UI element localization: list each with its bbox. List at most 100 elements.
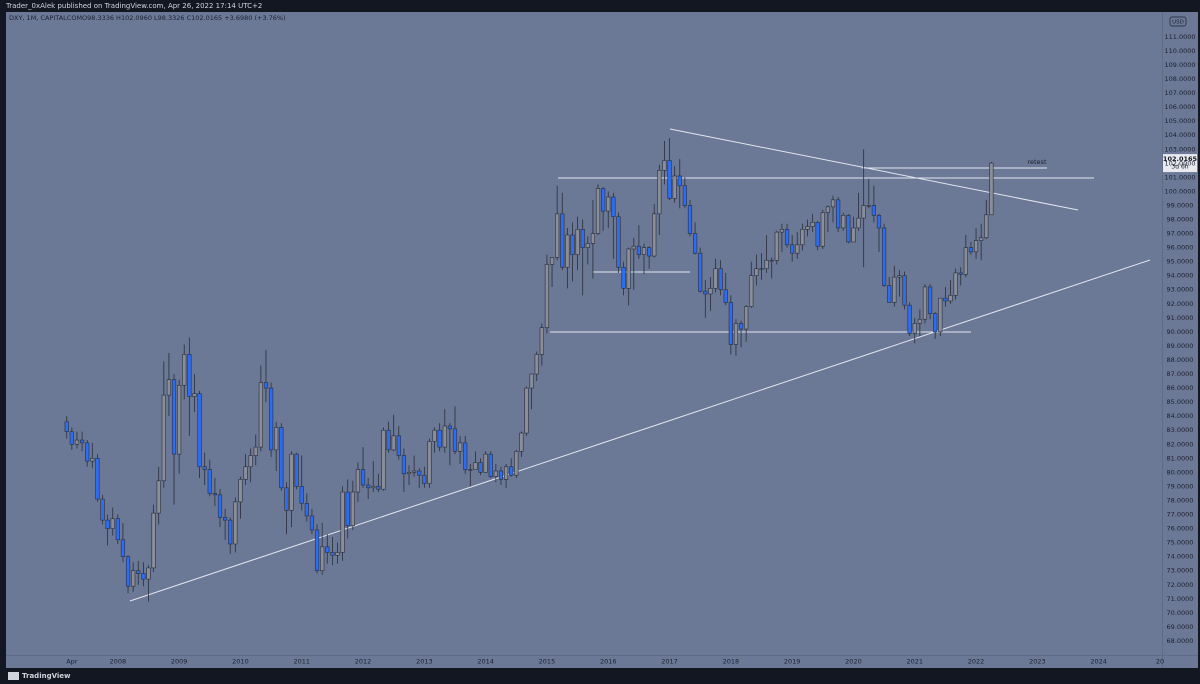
y-tick-label: 105.0000 (1164, 117, 1195, 125)
y-tick-label: 89.0000 (1167, 342, 1194, 350)
candle-body (728, 302, 733, 345)
x-tick-label: 2012 (355, 658, 372, 666)
x-tick-label: 2009 (171, 658, 188, 666)
y-tick-label: 102.0000 (1164, 159, 1195, 167)
candle-body (483, 453, 488, 473)
candle-body (253, 446, 258, 456)
candle-body (105, 519, 110, 529)
x-tick-label: 2022 (968, 658, 985, 666)
candle-body (580, 229, 585, 248)
candle-body (74, 439, 80, 445)
candle-body (575, 229, 580, 255)
candle-body (325, 546, 330, 553)
candle-body (861, 205, 866, 219)
x-tick-label: 2011 (293, 658, 310, 666)
candle-body (774, 231, 779, 261)
y-tick-label: 97.0000 (1167, 230, 1194, 238)
candle-body (764, 259, 769, 269)
candle-body (718, 268, 723, 291)
candle-body (284, 487, 289, 511)
y-tick-label: 100.0000 (1164, 187, 1195, 195)
candle-body (866, 205, 871, 207)
candle-body (570, 234, 575, 255)
candle-body (279, 427, 284, 489)
candle-body (447, 425, 452, 430)
candle-body (524, 387, 529, 434)
candle-body (851, 227, 856, 243)
y-tick-label: 74.0000 (1167, 553, 1194, 561)
candle-body (989, 162, 994, 216)
candle-body (243, 466, 248, 480)
candle-body (754, 268, 759, 277)
candle-body (703, 290, 708, 295)
candle-body (544, 264, 550, 328)
candle-body (784, 229, 790, 246)
price-label: 102.0165 (1163, 155, 1198, 163)
candle-body (984, 214, 989, 239)
candle-body (979, 237, 984, 241)
candle-body (335, 552, 340, 556)
candle-body (161, 394, 166, 482)
candle-body (493, 470, 498, 477)
y-tick-label: 84.0000 (1167, 412, 1194, 420)
candle-body (131, 570, 136, 587)
candle-body (304, 502, 309, 517)
candle-body (197, 393, 202, 468)
candle-body (442, 425, 447, 448)
y-tick-label: 71.0000 (1167, 595, 1194, 603)
candle-body (657, 170, 662, 215)
candle-body (376, 486, 381, 490)
candle-body (779, 229, 785, 233)
candle-body (636, 245, 641, 255)
candle-body (677, 175, 682, 187)
y-tick-label: 92.0000 (1167, 300, 1194, 308)
candle-body (478, 462, 483, 473)
candle-body (810, 222, 815, 227)
drawings (129, 128, 1151, 602)
candle-body (289, 453, 294, 511)
logo (8, 672, 19, 680)
y-tick-label: 94.0000 (1167, 272, 1194, 280)
candle-body (692, 233, 698, 254)
y-tick-label: 76.0000 (1167, 525, 1194, 533)
candle-body (156, 480, 161, 514)
candle-body (69, 431, 74, 445)
candle-body (406, 472, 412, 475)
candle-body (662, 160, 667, 171)
candle-body (314, 529, 320, 572)
y-tick-label: 110.0000 (1164, 47, 1195, 55)
candle-body (667, 160, 672, 199)
candle-body (248, 455, 253, 468)
candle-body (534, 354, 539, 375)
x-tick-label: 2023 (1029, 658, 1046, 666)
candle-body (274, 427, 279, 451)
y-tick-label: 101.0000 (1164, 173, 1195, 181)
candle-body (519, 432, 524, 452)
candle-body (963, 247, 968, 275)
x-tick-label: 2021 (906, 658, 923, 666)
y-tick-label: 73.0000 (1167, 567, 1194, 575)
candle-body (432, 429, 437, 442)
candle-body (641, 247, 647, 255)
y-tick-label: 104.0000 (1164, 131, 1195, 139)
candle-body (422, 474, 427, 484)
y-tick-label: 70.0000 (1167, 609, 1194, 617)
candle-body (488, 453, 493, 477)
y-tick-label: 91.0000 (1167, 314, 1194, 322)
y-tick-label: 83.0000 (1167, 426, 1194, 434)
trend-line (669, 128, 1079, 211)
candle-body (463, 442, 468, 470)
symbol: DXY, 1M, CAPITALCOM (9, 14, 82, 22)
candle-body (391, 435, 396, 451)
y-tick-label: 69.0000 (1167, 623, 1194, 631)
candle-body (468, 469, 473, 471)
x-tick-label: 2018 (723, 658, 740, 666)
y-tick-label: 93.0000 (1167, 286, 1194, 294)
candle-body (90, 458, 95, 462)
candle-body (120, 539, 126, 557)
candle-body (892, 276, 897, 303)
candle-body (386, 429, 391, 451)
candle-body (223, 517, 228, 521)
candle-body (938, 297, 943, 333)
